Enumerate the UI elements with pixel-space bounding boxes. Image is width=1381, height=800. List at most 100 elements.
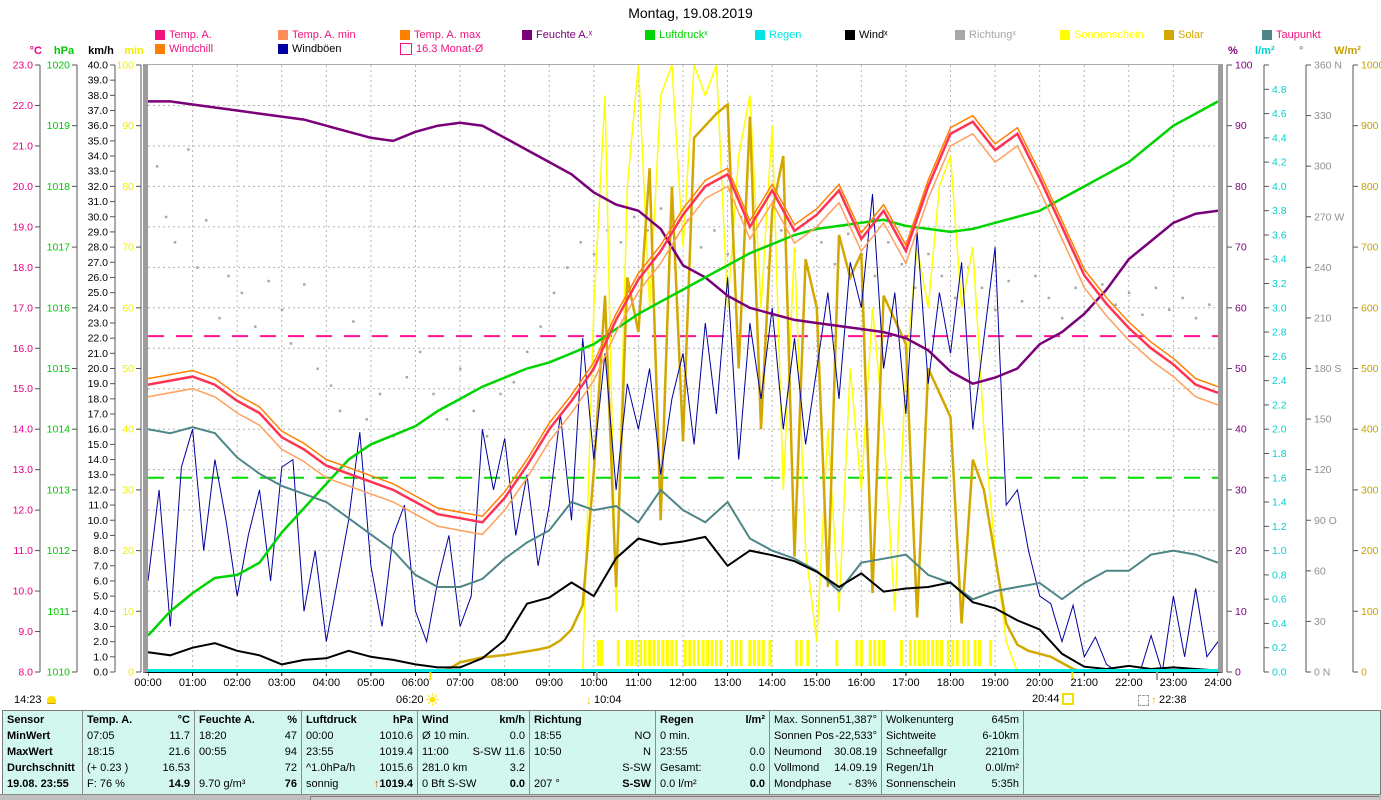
svg-text:28.0: 28.0 [88,242,109,254]
svg-text:17.0: 17.0 [13,302,34,314]
x-tick-label-18:00: 18:00 [936,677,965,689]
svg-text:1011: 1011 [47,606,70,618]
table-row: 11:00 S-SW 11.6 [422,744,525,760]
axis-unit-l/m²: l/m² [1255,45,1275,57]
svg-text:33.0: 33.0 [88,166,109,178]
table-row: Sonnen Pos -22,533° [774,728,877,744]
cell-label: 23:55 [660,746,688,758]
svg-text:3.0: 3.0 [1272,302,1287,314]
svg-text:1018: 1018 [47,181,71,193]
svg-text:90 O: 90 O [1314,515,1337,527]
table-col-feuchte-a-: Feuchte A.% 18:20 47 00:55 94 72 9.70 g/m³ 76 [195,711,302,795]
svg-text:1015: 1015 [47,363,71,375]
x-tick-label-14:00: 14:00 [758,677,786,689]
cell-label: Sensor [7,714,45,726]
legend-row-1: Temp. A. Temp. A. min Temp. A. max Feuchte … [0,29,1381,43]
cell-label: 18:55 [534,730,562,742]
svg-text:1.2: 1.2 [1272,521,1287,533]
svg-text:25.0: 25.0 [88,287,109,299]
svg-text:20: 20 [1235,545,1247,557]
svg-text:10.0: 10.0 [13,586,34,598]
svg-text:39.0: 39.0 [88,75,109,87]
table-row: 0.0 l/m² 0.0 [660,776,765,792]
legend-item-solar: Solar [1164,29,1204,41]
svg-text:9.0: 9.0 [93,530,108,542]
svg-text:0.8: 0.8 [1272,569,1287,581]
cell-label: Regen [660,714,694,726]
svg-text:13.0: 13.0 [13,464,34,476]
svg-text:20.0: 20.0 [88,363,109,375]
cell-label: 0 Bft S-SW [422,778,477,790]
legend-label: Windchill [169,43,214,55]
cell-value: % [287,714,297,726]
svg-text:40.0: 40.0 [88,60,109,72]
svg-text:12.0: 12.0 [88,484,109,496]
svg-text:1019: 1019 [47,120,71,132]
left-axes: 23.0 22.0 21.0 20.0 19.0 18.0 17.0 16.0 15.0 14.0… [13,60,142,679]
svg-text:50: 50 [122,363,134,375]
cell-value: S-SW [622,778,651,790]
svg-text:17.0: 17.0 [88,409,109,421]
svg-text:4.4: 4.4 [1272,132,1287,144]
chart-canvas [148,65,1218,672]
table-row: 281.0 km 3.2 [422,760,525,776]
cell-value: 14.9 [168,778,190,790]
cell-label: Temp. A. [87,714,133,726]
cell-label: Ø 10 min. [422,730,470,742]
cell-value: 1015.6 [379,762,413,774]
svg-text:400: 400 [1361,424,1379,436]
cell-value: 21.6 [168,746,190,758]
cell-value: 76 [284,778,297,790]
svg-text:1014: 1014 [47,424,71,436]
x-tick-label-02:00: 02:00 [223,677,251,689]
legend-swatch [1262,30,1272,40]
svg-text:19.0: 19.0 [13,221,34,233]
table-row: Neumond 30.08.19 [774,744,877,760]
cell-label: 207 ° [534,778,560,790]
cell-label: 0 min. [660,730,690,742]
svg-text:20.0: 20.0 [13,181,34,193]
legend-label: Windˣ [859,29,888,41]
svg-text:240: 240 [1314,262,1332,274]
cell-value: 0.0 [749,746,765,758]
cell-value: - 83% [848,778,877,790]
svg-text:7.0: 7.0 [93,560,108,572]
svg-text:34.0: 34.0 [88,151,109,163]
legend-item-sonnenschein: Sonnenschein [1060,29,1144,41]
chart-plot-area[interactable] [143,64,1223,673]
cell-label: Regen/1h [886,762,934,774]
table-header-row: Luftdruck hPa [306,712,413,728]
legend-label: Luftdruckˣ [659,29,708,41]
svg-text:37.0: 37.0 [88,105,109,117]
svg-text:15.0: 15.0 [88,439,109,451]
svg-text:30.0: 30.0 [88,211,109,223]
table-row: 0 Bft S-SW 0.0 [422,776,525,792]
cell-value: S-SW 11.6 [472,746,525,758]
legend-swatch [155,44,165,54]
cell-label: Max. Sonnen [774,714,839,726]
table-row: Gesamt: 0.0 [660,760,765,776]
moonrise-arrow-icon: ↑ [1151,693,1157,707]
table-row: Max. Sonnen 51,387° [774,712,877,728]
table-row: Sonnenschein 5:35h [886,776,1019,792]
x-tick-label-23:00: 23:00 [1159,677,1188,689]
svg-text:1017: 1017 [47,242,71,254]
table-row: 207 ° S-SW [534,776,651,792]
svg-text:0: 0 [128,667,134,679]
x-tick-label-17:00: 17:00 [892,677,920,689]
svg-text:4.0: 4.0 [1272,181,1287,193]
table-row: Wolkenunterg 645m [886,712,1019,728]
table-row: Mondphase - 83% [774,776,877,792]
table-row: 23:55 0.0 [660,744,765,760]
cell-value: 11.7 [169,730,190,742]
x-axis-ticks [148,672,1218,680]
x-tick-label-19:00: 19:00 [981,677,1009,689]
table-row: sonnig ↑1019.4 [306,776,413,792]
legend-item-wind-: Windˣ [845,29,888,41]
moonset-time: 10:04 [594,694,622,706]
status-bar-panel [310,796,1379,800]
right-axes: 10090807060504030201004.84.64.44.24.03.8… [1226,60,1381,679]
cell-label: 281.0 km [422,762,468,774]
table-row: 00:00 1010.6 [306,728,413,744]
